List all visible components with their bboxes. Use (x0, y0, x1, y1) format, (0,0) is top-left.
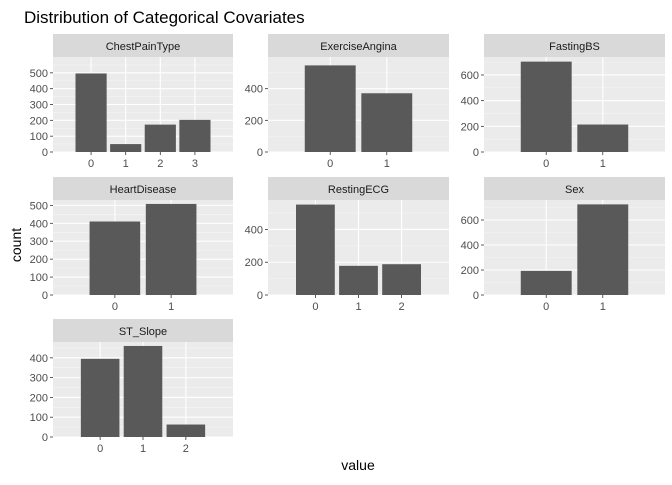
bar-st_slope-0 (80, 358, 120, 437)
y-tick-label: 0 (257, 290, 263, 302)
facet-panel-restingecg: RestingECG 0 200 400 0 1 2 (245, 177, 449, 313)
x-tick-label: 1 (600, 158, 606, 170)
bar-sex-0 (520, 270, 572, 295)
y-tick-label: 0 (42, 432, 48, 444)
y-tick-label: 400 (245, 224, 263, 236)
bar-exerciseangina-0 (304, 65, 356, 152)
facet-strip-label: RestingECG (328, 184, 389, 196)
y-tick-label: 400 (461, 240, 479, 252)
bar-restingecg-2 (382, 264, 421, 295)
facet-strip (268, 34, 449, 57)
facet-strip-label: FastingBS (549, 41, 600, 53)
x-tick-label: 1 (123, 158, 129, 170)
x-axis-label: value (341, 457, 375, 473)
y-tick-label: 500 (30, 68, 48, 80)
bar-heartdisease-1 (145, 203, 197, 295)
x-tick-label: 2 (183, 443, 189, 455)
x-tick-label: 0 (327, 158, 333, 170)
facet-panel-heartdisease: HeartDisease 0 100 200 300 400 500 0 1 (30, 177, 233, 313)
facet-strip (268, 177, 449, 200)
facet-strip (484, 177, 665, 200)
bar-restingecg-0 (296, 204, 335, 295)
facet-panel-sex: Sex 0 200 400 600 0 1 (461, 177, 665, 313)
x-tick-label: 0 (88, 158, 94, 170)
chart-title: Distribution of Categorical Covariates (24, 8, 305, 27)
facet-strip (53, 177, 233, 200)
x-tick-label: 0 (543, 158, 549, 170)
y-tick-label: 200 (245, 257, 263, 269)
bar-chestpaintype-2 (144, 124, 176, 152)
facet-strip-label: ChestPainType (106, 41, 181, 53)
y-tick-label: 400 (461, 96, 479, 108)
y-tick-label: 200 (461, 121, 479, 133)
bar-heartdisease-0 (89, 221, 141, 295)
x-tick-label: 1 (600, 301, 606, 313)
bar-chestpaintype-1 (110, 144, 142, 152)
facet-strip-label: ExerciseAngina (320, 41, 397, 53)
facet-strip (484, 34, 665, 57)
bar-restingecg-1 (339, 265, 378, 295)
x-tick-label: 0 (312, 301, 318, 313)
x-tick-label: 3 (192, 158, 198, 170)
y-tick-label: 100 (30, 412, 48, 424)
facet-panel-st_slope: ST_Slope 0 100 200 300 400 0 1 2 (30, 319, 233, 455)
y-tick-label: 400 (30, 218, 48, 230)
bar-st_slope-2 (166, 424, 206, 437)
y-tick-label: 300 (30, 373, 48, 385)
y-tick-label: 200 (461, 265, 479, 277)
y-tick-label: 500 (30, 200, 48, 212)
bar-fastingbs-0 (520, 61, 572, 152)
bar-chestpaintype-3 (179, 119, 211, 152)
facet-panel-exerciseangina: ExerciseAngina 0 200 400 0 1 (245, 34, 449, 170)
facet-panel-chestpaintype: ChestPainType 0 100 200 300 400 500 0 1 2 3 (30, 34, 233, 170)
y-tick-label: 600 (461, 215, 479, 227)
x-tick-label: 0 (543, 301, 549, 313)
x-tick-label: 1 (355, 301, 361, 313)
y-tick-label: 400 (30, 84, 48, 96)
facet-strip-label: ST_Slope (119, 326, 167, 338)
y-tick-label: 0 (257, 147, 263, 159)
y-tick-label: 100 (30, 131, 48, 143)
y-tick-label: 400 (245, 84, 263, 96)
x-tick-label: 1 (384, 158, 390, 170)
y-tick-label: 600 (461, 70, 479, 82)
facet-strip (53, 34, 233, 57)
facet-strip-label: Sex (565, 184, 584, 196)
facet-panel-fastingbs: FastingBS 0 200 400 600 0 1 (461, 34, 665, 170)
y-tick-label: 400 (30, 353, 48, 365)
bar-chestpaintype-0 (75, 73, 107, 152)
y-tick-label: 200 (30, 392, 48, 404)
facet-strip (53, 319, 233, 342)
panel-background (484, 57, 665, 152)
y-tick-label: 300 (30, 236, 48, 248)
y-tick-label: 0 (42, 290, 48, 302)
y-axis-label: count (8, 228, 24, 262)
panel-background (53, 200, 233, 295)
facet-strip-label: HeartDisease (110, 184, 177, 196)
bar-fastingbs-1 (577, 124, 629, 152)
x-tick-label: 0 (97, 443, 103, 455)
y-tick-label: 300 (30, 100, 48, 112)
y-tick-label: 0 (473, 147, 479, 159)
x-tick-label: 0 (112, 301, 118, 313)
panel-background (484, 200, 665, 295)
y-tick-label: 0 (473, 290, 479, 302)
bar-exerciseangina-1 (361, 93, 413, 152)
y-tick-label: 0 (42, 147, 48, 159)
y-tick-label: 100 (30, 272, 48, 284)
y-tick-label: 200 (30, 115, 48, 127)
x-tick-label: 1 (140, 443, 146, 455)
x-tick-label: 2 (157, 158, 163, 170)
x-tick-label: 1 (168, 301, 174, 313)
bar-sex-1 (577, 204, 629, 295)
y-tick-label: 200 (245, 115, 263, 127)
bar-st_slope-1 (123, 345, 163, 437)
y-tick-label: 200 (30, 254, 48, 266)
x-tick-label: 2 (399, 301, 405, 313)
